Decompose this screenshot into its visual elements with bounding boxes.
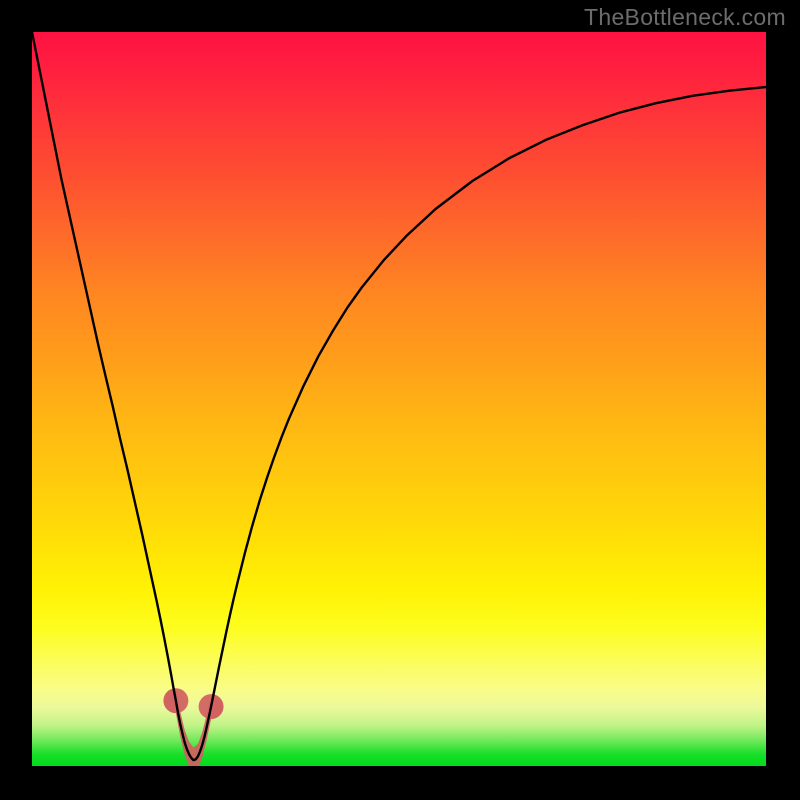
stage: TheBottleneck.com xyxy=(0,0,800,800)
watermark-text: TheBottleneck.com xyxy=(584,4,786,31)
plot-svg xyxy=(0,0,800,800)
plot-background xyxy=(32,32,766,766)
